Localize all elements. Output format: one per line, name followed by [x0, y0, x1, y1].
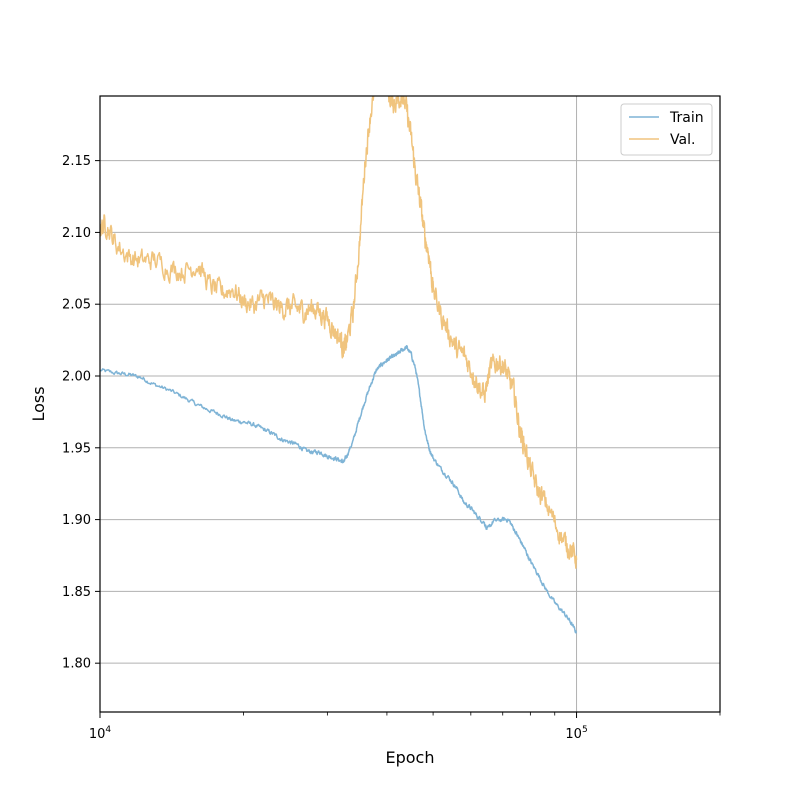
- plot-frame: [99, 95, 721, 713]
- y-tick-label: 1.90: [62, 513, 91, 528]
- x-tick-label: 104: [89, 725, 112, 742]
- y-tick-label: 2.10: [62, 226, 91, 241]
- legend-label-train: Train: [669, 110, 704, 126]
- y-tick-label: 2.15: [62, 154, 91, 169]
- y-tick-label: 2.05: [62, 298, 91, 313]
- y-tick-label: 1.80: [62, 657, 91, 672]
- y-tick-label: 1.85: [62, 585, 91, 600]
- y-tick-label: 1.95: [62, 441, 91, 456]
- y-axis-title: Loss: [29, 386, 48, 421]
- series-line-val: [100, 96, 578, 569]
- axis-ticks: 1.80 1.85 1.90 1.95 2.00 2.05 2.10 2.15 104 105: [62, 154, 721, 742]
- series-layer: [100, 96, 578, 634]
- series-line-train: [100, 344, 577, 634]
- x-axis-title: Epoch: [386, 748, 435, 767]
- x-tick-label: 105: [565, 725, 587, 742]
- y-tick-label: 2.00: [62, 370, 91, 385]
- legend-label-val: Val.: [670, 132, 695, 148]
- legend: Train Val.: [620, 103, 713, 156]
